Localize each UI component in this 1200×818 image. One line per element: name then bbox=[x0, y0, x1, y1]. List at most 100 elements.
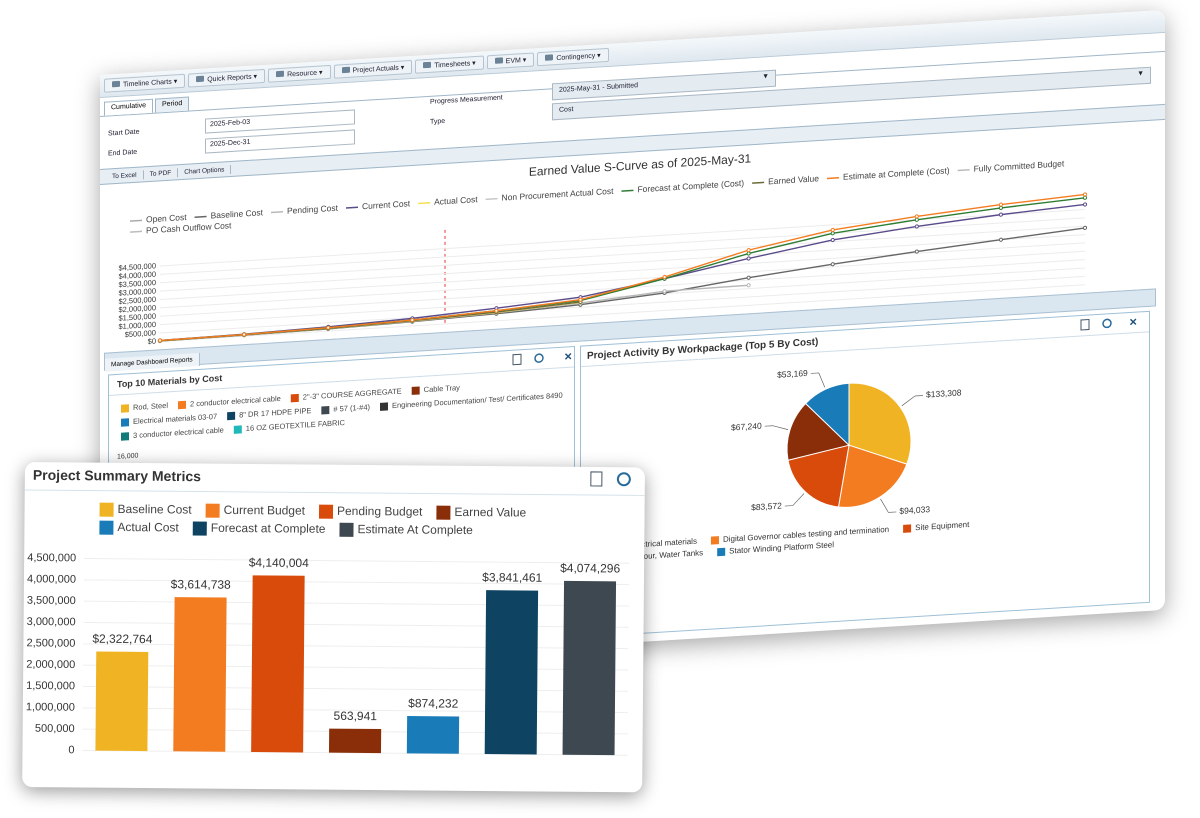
legend-swatch bbox=[485, 197, 498, 201]
summary-chart: Project Summary Metrics Baseline Cost Cur… bbox=[24, 467, 645, 756]
point bbox=[1082, 195, 1088, 200]
menu-item[interactable]: Quick Reports bbox=[188, 68, 266, 88]
legend-swatch bbox=[717, 547, 726, 557]
leader-line bbox=[810, 372, 826, 388]
menu-item[interactable]: Timesheets bbox=[415, 55, 484, 74]
bar bbox=[328, 728, 382, 754]
grid-line bbox=[160, 225, 1085, 284]
y-tick-label: $3,500,000 bbox=[118, 278, 156, 289]
pdf-icon[interactable] bbox=[1080, 318, 1090, 331]
legend-swatch bbox=[227, 411, 236, 421]
bar bbox=[173, 597, 227, 752]
date-input[interactable]: 2025-Dec-31 bbox=[205, 129, 355, 154]
legend-swatch bbox=[436, 505, 451, 520]
menu-item[interactable]: Resource bbox=[268, 64, 331, 83]
y-tick-label: $3,000,000 bbox=[118, 286, 156, 297]
legend-label: Earned Value bbox=[454, 505, 526, 520]
point bbox=[830, 231, 835, 236]
pie-slice bbox=[837, 444, 908, 508]
value-label: $4,074,296 bbox=[560, 561, 621, 576]
refresh-icon[interactable] bbox=[616, 472, 631, 487]
y-tick-label: 2,500,000 bbox=[26, 637, 75, 649]
point bbox=[1082, 192, 1088, 197]
value-label: $133,308 bbox=[926, 387, 962, 399]
grid-line bbox=[160, 234, 1085, 292]
point bbox=[998, 237, 1004, 242]
legend-label: Current Budget bbox=[224, 503, 306, 518]
pdf-icon[interactable] bbox=[512, 353, 522, 366]
point bbox=[998, 205, 1004, 211]
panel-title: Project Activity By Workpackage (Top 5 B… bbox=[587, 337, 818, 362]
toolbar-button[interactable]: To Excel bbox=[106, 169, 144, 182]
legend-swatch bbox=[192, 521, 207, 536]
panel-title: Top 10 Materials by Cost bbox=[117, 373, 222, 389]
point bbox=[494, 308, 499, 313]
legend-label: Baseline Cost bbox=[211, 207, 264, 220]
grid-line bbox=[83, 600, 629, 607]
value-label: $3,841,461 bbox=[482, 570, 543, 585]
legend-swatch bbox=[121, 404, 129, 413]
menu-item[interactable]: EVM bbox=[486, 52, 535, 70]
legend-swatch bbox=[318, 504, 334, 519]
close-icon[interactable]: ✕ bbox=[1129, 317, 1137, 329]
dashboard-window: Timeline Charts Quick Reports Resource P… bbox=[100, 9, 1165, 675]
legend-swatch bbox=[346, 206, 359, 209]
y-tick-label: $1,500,000 bbox=[118, 311, 156, 322]
s-curve-chart: Earned Value S-Curve as of 2025-May-31 $… bbox=[118, 151, 1088, 346]
menu-item[interactable]: Project Actuals bbox=[333, 59, 413, 79]
point bbox=[1082, 225, 1088, 230]
divider bbox=[109, 366, 574, 396]
tab[interactable]: Period bbox=[155, 96, 190, 113]
legend-label: Estimate At Complete bbox=[357, 522, 473, 537]
point bbox=[157, 338, 163, 343]
grid-line bbox=[84, 558, 630, 564]
menu-item[interactable]: Timeline Charts bbox=[104, 73, 186, 93]
point bbox=[746, 251, 751, 256]
legend-label: Earned Value bbox=[768, 173, 819, 186]
legend-label: Forecast at Complete (Cost) bbox=[637, 178, 744, 195]
legend-label: Baseline Cost bbox=[118, 502, 193, 517]
menu-item[interactable]: Contingency bbox=[537, 47, 609, 67]
legend-swatch bbox=[290, 393, 299, 403]
point bbox=[914, 217, 919, 222]
toolbar-button[interactable]: To PDF bbox=[143, 167, 179, 179]
panel-title: Project Summary Metrics bbox=[33, 467, 201, 484]
leader-line bbox=[901, 395, 924, 407]
refresh-icon[interactable] bbox=[534, 353, 544, 363]
point bbox=[830, 262, 835, 267]
legend-swatch bbox=[194, 215, 207, 218]
value-label: $53,169 bbox=[777, 368, 808, 380]
bar bbox=[251, 575, 305, 753]
legend-label: 3 conductor electrical cable bbox=[133, 425, 224, 440]
value-label: $94,033 bbox=[899, 504, 930, 516]
toolbar-button[interactable]: Chart Options bbox=[178, 164, 232, 177]
y-tick-label: 4,000,000 bbox=[27, 573, 76, 585]
grid-line bbox=[160, 217, 1085, 275]
legend-label: Actual Cost bbox=[434, 194, 478, 207]
leader-line bbox=[764, 425, 789, 430]
workpackage-panel: Project Activity By Workpackage (Top 5 B… bbox=[580, 310, 1150, 638]
label: Type bbox=[430, 117, 446, 126]
close-icon[interactable]: ✕ bbox=[564, 352, 572, 364]
y-tick-label: 2,000,000 bbox=[26, 659, 75, 671]
leader-line bbox=[880, 498, 897, 513]
grid-line bbox=[160, 284, 1085, 342]
pdf-icon[interactable] bbox=[590, 471, 603, 487]
legend-label: Fully Committed Budget bbox=[974, 158, 1065, 174]
legend-swatch bbox=[379, 402, 388, 411]
y-tick-label: 4,500,000 bbox=[27, 552, 76, 564]
legend-swatch bbox=[177, 400, 186, 410]
leader-line bbox=[784, 493, 805, 507]
summary-window: Project Summary Metrics Baseline Cost Cur… bbox=[22, 462, 645, 793]
legend-swatch bbox=[233, 425, 242, 434]
y-tick-label: 3,000,000 bbox=[27, 616, 76, 628]
refresh-icon[interactable] bbox=[1102, 318, 1112, 329]
legend-label: Cable Tray bbox=[424, 383, 460, 394]
legend-swatch bbox=[339, 522, 354, 537]
legend-label: Forecast at Complete bbox=[211, 521, 326, 536]
legend-label: Estimate at Complete (Cost) bbox=[843, 165, 950, 182]
point bbox=[410, 317, 415, 323]
point bbox=[998, 212, 1004, 217]
legend-label: 8" DR 17 HDPE PIPE bbox=[239, 406, 311, 419]
legend-label: Open Cost bbox=[146, 212, 187, 225]
